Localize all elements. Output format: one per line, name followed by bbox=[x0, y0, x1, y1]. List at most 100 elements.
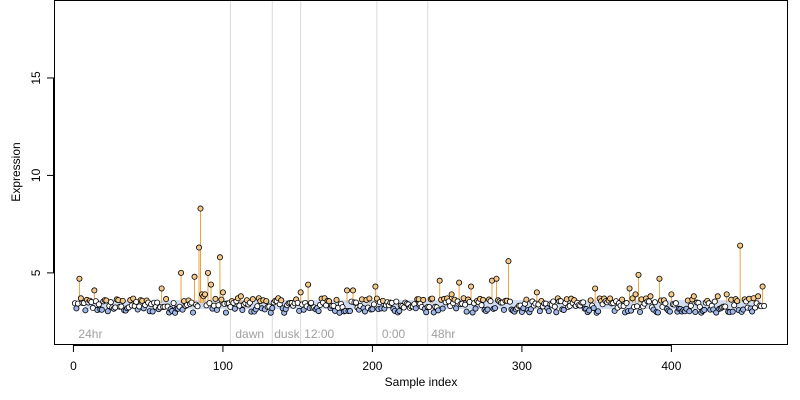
data-point bbox=[491, 305, 498, 312]
data-point bbox=[626, 285, 633, 292]
data-point bbox=[545, 308, 552, 315]
data-point bbox=[201, 291, 208, 298]
plot-background bbox=[54, 0, 788, 345]
period-label: 24hr bbox=[78, 327, 102, 341]
data-point bbox=[344, 287, 351, 294]
data-point bbox=[734, 298, 741, 305]
data-point bbox=[553, 309, 560, 316]
data-point bbox=[692, 309, 699, 316]
data-point bbox=[453, 305, 460, 312]
data-point bbox=[396, 307, 403, 314]
data-point bbox=[191, 273, 198, 280]
data-point bbox=[523, 296, 530, 303]
data-point bbox=[190, 309, 197, 316]
y-tick-label: 15 bbox=[29, 71, 43, 85]
data-point bbox=[170, 300, 177, 307]
data-point bbox=[448, 291, 455, 298]
data-point bbox=[722, 303, 729, 310]
data-point bbox=[672, 300, 679, 307]
data-point bbox=[107, 299, 114, 306]
data-point bbox=[701, 306, 708, 313]
data-point bbox=[560, 306, 567, 313]
data-point bbox=[163, 296, 170, 303]
data-point bbox=[651, 299, 658, 306]
x-axis-title: Sample index bbox=[385, 375, 458, 389]
data-point bbox=[645, 298, 652, 305]
data-point bbox=[297, 289, 304, 296]
data-point bbox=[215, 302, 222, 309]
data-point bbox=[456, 279, 463, 286]
data-point bbox=[666, 308, 673, 315]
data-point bbox=[714, 293, 721, 300]
x-tick-label: 400 bbox=[661, 359, 681, 373]
data-point bbox=[412, 305, 419, 312]
data-point bbox=[219, 289, 226, 296]
data-point bbox=[349, 287, 356, 294]
data-point bbox=[439, 305, 446, 312]
x-tick-label: 100 bbox=[213, 359, 233, 373]
data-point bbox=[723, 291, 730, 298]
data-point bbox=[761, 302, 768, 309]
data-point bbox=[206, 300, 213, 307]
data-point bbox=[98, 306, 105, 313]
data-point bbox=[333, 296, 340, 303]
data-point bbox=[493, 275, 500, 282]
data-point bbox=[749, 308, 756, 315]
data-point bbox=[468, 283, 475, 290]
data-point bbox=[632, 291, 639, 298]
data-point bbox=[647, 293, 654, 300]
data-point bbox=[82, 307, 89, 314]
data-point bbox=[179, 306, 186, 313]
data-point bbox=[506, 298, 513, 305]
data-point bbox=[231, 305, 238, 312]
data-point bbox=[500, 306, 507, 313]
data-point bbox=[580, 299, 587, 306]
data-point bbox=[536, 308, 543, 315]
data-point bbox=[551, 303, 558, 310]
data-point bbox=[212, 295, 219, 302]
period-label: 0:00 bbox=[382, 327, 406, 341]
data-point bbox=[197, 205, 204, 212]
data-point bbox=[656, 275, 663, 282]
data-point bbox=[218, 296, 225, 303]
data-points bbox=[71, 205, 768, 316]
period-label: 48hr bbox=[431, 327, 455, 341]
data-point bbox=[634, 303, 641, 310]
data-point bbox=[222, 309, 229, 316]
data-point bbox=[469, 309, 476, 316]
x-tick-label: 0 bbox=[70, 359, 77, 373]
data-point bbox=[586, 307, 593, 314]
data-point bbox=[352, 299, 359, 306]
data-point bbox=[737, 242, 744, 249]
data-point bbox=[207, 281, 214, 288]
data-point bbox=[711, 298, 718, 305]
period-label: dusk bbox=[274, 327, 300, 341]
data-point bbox=[423, 309, 430, 316]
data-point bbox=[369, 306, 376, 313]
y-axis-title: Expression bbox=[9, 142, 23, 201]
data-point bbox=[178, 269, 185, 276]
data-point bbox=[426, 304, 433, 311]
data-point bbox=[326, 298, 333, 305]
data-point bbox=[590, 305, 597, 312]
data-point bbox=[668, 291, 675, 298]
data-point bbox=[592, 285, 599, 292]
data-point bbox=[366, 295, 373, 302]
data-point bbox=[478, 302, 485, 309]
data-point bbox=[429, 295, 436, 302]
data-point bbox=[462, 301, 469, 308]
data-point bbox=[158, 285, 165, 292]
data-point bbox=[149, 308, 156, 315]
data-point bbox=[637, 309, 644, 316]
data-point bbox=[662, 300, 669, 307]
period-labels: 24hr dawn dusk 12:00 0:00 48hr bbox=[78, 327, 455, 341]
x-axis: 0 100 200 300 400 bbox=[70, 345, 682, 373]
data-point bbox=[729, 308, 736, 315]
x-tick-label: 300 bbox=[512, 359, 532, 373]
data-point bbox=[372, 283, 379, 290]
data-point bbox=[154, 299, 161, 306]
data-point bbox=[619, 296, 626, 303]
data-point bbox=[420, 296, 427, 303]
data-point bbox=[755, 293, 762, 300]
